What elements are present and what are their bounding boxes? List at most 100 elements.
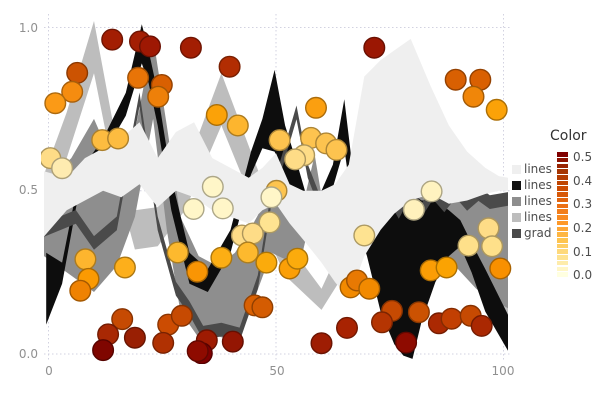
scatter-point[interactable] [402,198,425,221]
scatter-point[interactable] [205,103,228,126]
x-axis-tick-label: 50 [269,364,285,378]
scatter-point[interactable] [170,304,193,327]
band-lines-whitish [44,38,508,299]
scatter-point[interactable] [489,257,512,280]
legend-entry[interactable]: grad [512,227,558,239]
colorbar-segment [557,157,568,163]
scatter-point[interactable] [101,28,124,51]
scatter-point[interactable] [210,246,233,269]
scatter-point[interactable] [268,129,291,152]
scatter-point[interactable] [66,61,89,84]
colorbar-segment [557,203,568,209]
scatter-point[interactable] [325,138,348,161]
colorbar-tick-label: 0.3 [573,197,593,211]
legend-swatch [512,180,521,190]
scatter-point[interactable] [284,148,307,171]
scatter-point[interactable] [61,80,84,103]
scatter-point[interactable] [92,339,115,362]
scatter-point[interactable] [69,279,92,302]
scatter-point[interactable] [251,296,274,319]
scatter-point[interactable] [353,224,376,247]
legend-entry[interactable]: lines [512,163,558,175]
scatter-point[interactable] [255,251,278,274]
scatter-point[interactable] [363,36,386,59]
colorbar-segment [557,226,568,232]
legend-entry[interactable]: lines [512,179,558,191]
scatter-point[interactable] [51,157,74,180]
scatter-point[interactable] [211,197,234,220]
scatter-point[interactable] [147,85,170,108]
legend-entry[interactable]: lines [512,195,558,207]
scatter-point[interactable] [485,98,508,121]
scatter-point[interactable] [305,96,328,119]
scatter-point[interactable] [470,314,493,337]
scatter-point[interactable] [336,316,359,339]
scatter-point[interactable] [179,36,202,59]
scatter-point[interactable] [221,330,244,353]
legend-entry-label: lines [524,178,552,192]
colorbar-segment [557,237,568,243]
scatter-point[interactable] [186,260,209,283]
scatter-point[interactable] [127,66,150,89]
scatter-point[interactable] [420,180,443,203]
colorbar-segment [557,186,568,192]
scatter-point[interactable] [477,217,500,240]
scatter-point[interactable] [182,197,205,220]
scatter-point[interactable] [201,175,224,198]
scatter-point[interactable] [481,235,504,258]
scatter-point[interactable] [241,222,264,245]
scatter-point[interactable] [74,248,97,271]
colorbar-segment [557,169,568,174]
colorbar-segment [557,272,568,277]
legend-swatch [512,164,521,174]
scatter-point[interactable] [44,92,67,115]
scatter-point[interactable] [107,127,130,150]
colorbar-segment [557,197,568,203]
legend-entry-label: grad [524,226,552,240]
colorbar-tick-label: 0.0 [573,268,593,282]
scatter-point[interactable] [440,307,463,330]
colorbar-segment [557,255,568,260]
colorbar-tick-label: 0.1 [573,245,593,259]
band-lines-black [46,24,508,359]
scatter-point[interactable] [444,68,467,91]
scatter-point[interactable] [435,256,458,279]
legend-entry-label: lines [524,162,552,176]
legend-entry-label: lines [524,194,552,208]
scatter-point[interactable] [166,241,189,264]
colorbar-segment [557,220,568,226]
y-axis-tick-label: 0.5 [18,183,38,197]
scatter-point[interactable] [218,55,241,78]
scatter-point[interactable] [260,186,283,209]
colorbar-segment [557,260,568,266]
colorbar-segment [557,152,568,157]
legend-title: Color [550,128,587,144]
scatter-point[interactable] [371,311,394,334]
scatter-point[interactable] [111,308,134,331]
scatter-point[interactable] [138,35,161,58]
legend-entry[interactable]: lines [512,211,558,223]
band-layer [44,21,508,359]
scatter-point[interactable] [258,211,281,234]
scatter-point[interactable] [123,326,146,349]
scatter-point[interactable] [226,114,249,137]
colorbar-segment [557,180,568,186]
scatter-point[interactable] [113,256,136,279]
colorbar [557,152,568,278]
legend-entry-label: lines [524,210,552,224]
scatter-point[interactable] [186,340,209,363]
colorbar-segment [557,215,568,220]
scatter-point[interactable] [407,301,430,324]
legend-swatch [512,212,521,222]
colorbar-tick-label: 0.4 [573,174,593,188]
scatter-point[interactable] [462,85,485,108]
scatter-point[interactable] [457,234,480,257]
scatter-point[interactable] [236,241,259,264]
scatter-point[interactable] [152,331,175,354]
scatter-point[interactable] [286,247,309,270]
scatter-point[interactable] [310,332,333,355]
scatter-point[interactable] [395,331,418,354]
scatter-point[interactable] [358,277,381,300]
